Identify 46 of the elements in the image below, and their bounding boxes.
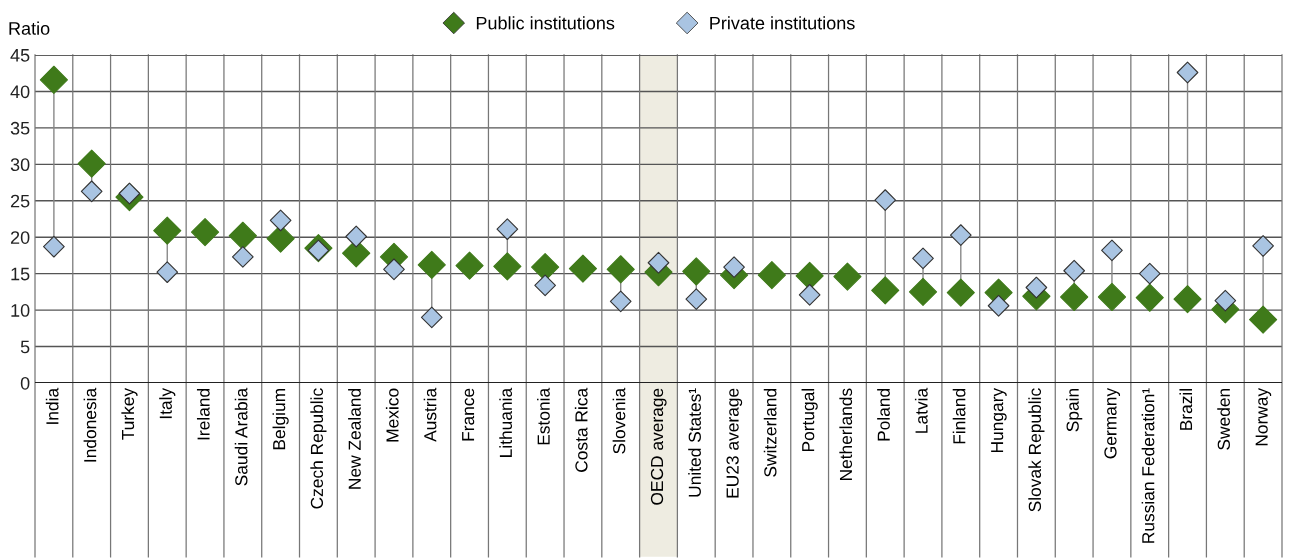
y-tick-label: 5 — [20, 340, 30, 354]
x-tick-label: Italy — [159, 387, 176, 419]
x-tick-label: Austria — [423, 387, 437, 442]
x-tick-label: Portugal — [801, 389, 818, 452]
x-tick-label: Estonia — [537, 387, 550, 445]
x-tick-label: Belgium — [272, 389, 289, 450]
x-tick-label: Sweden — [1217, 388, 1230, 450]
legend-label: Private institutions — [710, 16, 855, 30]
y-tick-label: 0 — [20, 376, 30, 390]
y-tick-label: 25 — [10, 194, 30, 208]
legend-label: Public institutions — [476, 16, 615, 30]
x-tick-label: Latvia — [914, 387, 928, 433]
x-tick-label: Finland — [952, 388, 966, 444]
x-tick-label: Russian Federation¹ — [1141, 388, 1155, 543]
y-tick-label: 35 — [10, 121, 30, 135]
x-tick-label: Switzerland — [763, 388, 777, 477]
y-axis-title: Ratio — [9, 21, 50, 35]
x-tick-label: EU23 average — [726, 388, 743, 498]
y-tick-label: 20 — [10, 231, 30, 244]
x-tick-label: France — [462, 388, 475, 441]
y-tick-label: 45 — [10, 49, 30, 62]
x-tick-label: Poland — [877, 388, 890, 441]
x-tick-label: Netherlands — [839, 388, 853, 481]
x-tick-label: Saudi Arabia — [234, 387, 248, 486]
x-tick-label: Norway — [1255, 387, 1272, 446]
x-tick-label: Czech Republic — [310, 388, 327, 509]
x-tick-label: New Zealand — [348, 388, 361, 489]
y-tick-label: 10 — [11, 304, 30, 317]
x-tick-label: Germany — [1104, 387, 1121, 459]
x-tick-label: Turkey — [121, 387, 138, 440]
y-tick-label: 30 — [10, 158, 30, 172]
y-tick-label: 40 — [10, 85, 30, 99]
x-tick-label: Spain — [1066, 388, 1083, 432]
y-tick-label: 15 — [11, 267, 30, 281]
x-tick-label: Hungary — [991, 387, 1007, 453]
x-tick-label: United States¹ — [688, 388, 701, 497]
x-tick-label: Ireland — [196, 388, 210, 440]
x-tick-label: Lithuania — [499, 387, 513, 457]
x-tick-label: Slovak Republic — [1028, 388, 1045, 512]
x-tick-label: India — [45, 387, 59, 424]
x-tick-label: Slovenia — [612, 387, 626, 454]
x-tick-label: Costa Rica — [574, 387, 588, 472]
x-tick-label: Brazil — [1179, 389, 1193, 430]
x-tick-label: OECD average — [650, 388, 667, 505]
x-tick-label: Mexico — [385, 388, 399, 442]
x-tick-label: Indonesia — [83, 387, 97, 462]
